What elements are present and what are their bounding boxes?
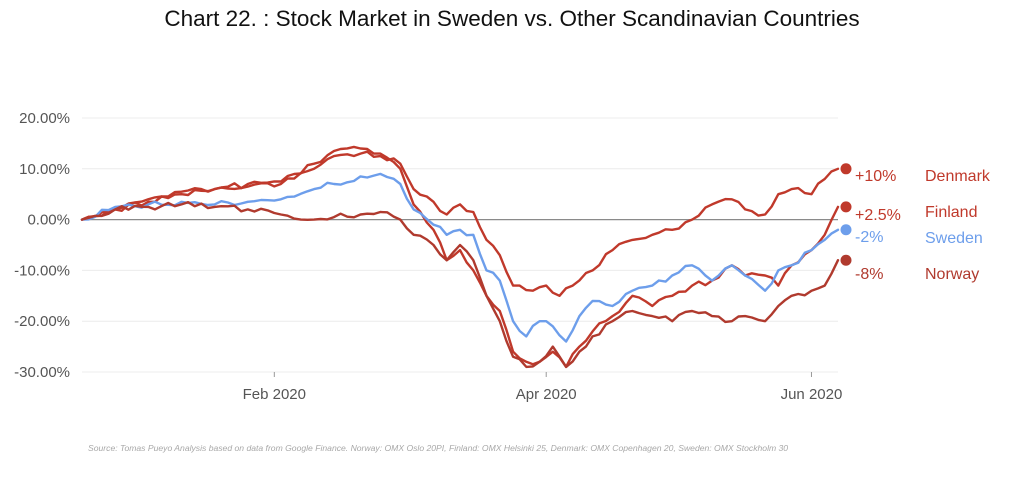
- series-end-value-finland: +2.5%: [855, 207, 901, 224]
- x-tick-label: Feb 2020: [243, 386, 306, 403]
- series-end-dot-sweden: [840, 224, 852, 236]
- y-tick-label: -10.00%: [14, 262, 70, 279]
- y-axis-ticks: 20.00% 10.00% 0.00% -10.00% -20.00% -30.00%: [14, 110, 70, 381]
- series-end-value-norway: -8%: [855, 266, 883, 283]
- x-axis-ticks: Feb 2020 Apr 2020 Jun 2020: [243, 372, 843, 403]
- series-line-denmark: [80, 150, 840, 297]
- y-tick-label: 0.00%: [27, 212, 70, 229]
- series-line-finland: [80, 145, 840, 369]
- series-end-value-sweden: -2%: [855, 229, 883, 246]
- x-tick-label: Apr 2020: [516, 386, 577, 403]
- series-end-dot-denmark: [840, 163, 852, 175]
- grid-lines: [82, 117, 838, 373]
- chart-title: Chart 22. : Stock Market in Sweden vs. O…: [164, 6, 860, 31]
- source-note: Source: Tomas Pueyo Analysis based on da…: [88, 443, 789, 453]
- series-end-dot-finland: [840, 201, 852, 213]
- y-tick-label: -30.00%: [14, 364, 70, 381]
- series-lines: [80, 145, 840, 369]
- y-tick-label: 10.00%: [19, 161, 70, 178]
- series-name-denmark: Denmark: [925, 168, 991, 185]
- series-line-sweden: [80, 172, 840, 343]
- x-tick-label: Jun 2020: [781, 386, 843, 403]
- series-name-finland: Finland: [925, 204, 977, 221]
- y-tick-label: 20.00%: [19, 110, 70, 127]
- series-name-sweden: Sweden: [925, 230, 983, 247]
- series-labels: +10% Denmark +2.5% Finland -2% Sweden -8% Norwa…: [840, 163, 991, 283]
- y-tick-label: -20.00%: [14, 313, 70, 330]
- series-end-value-denmark: +10%: [855, 168, 896, 185]
- series-line-norway: [80, 201, 840, 369]
- series-name-norway: Norway: [925, 266, 979, 283]
- series-end-dot-norway: [840, 254, 852, 266]
